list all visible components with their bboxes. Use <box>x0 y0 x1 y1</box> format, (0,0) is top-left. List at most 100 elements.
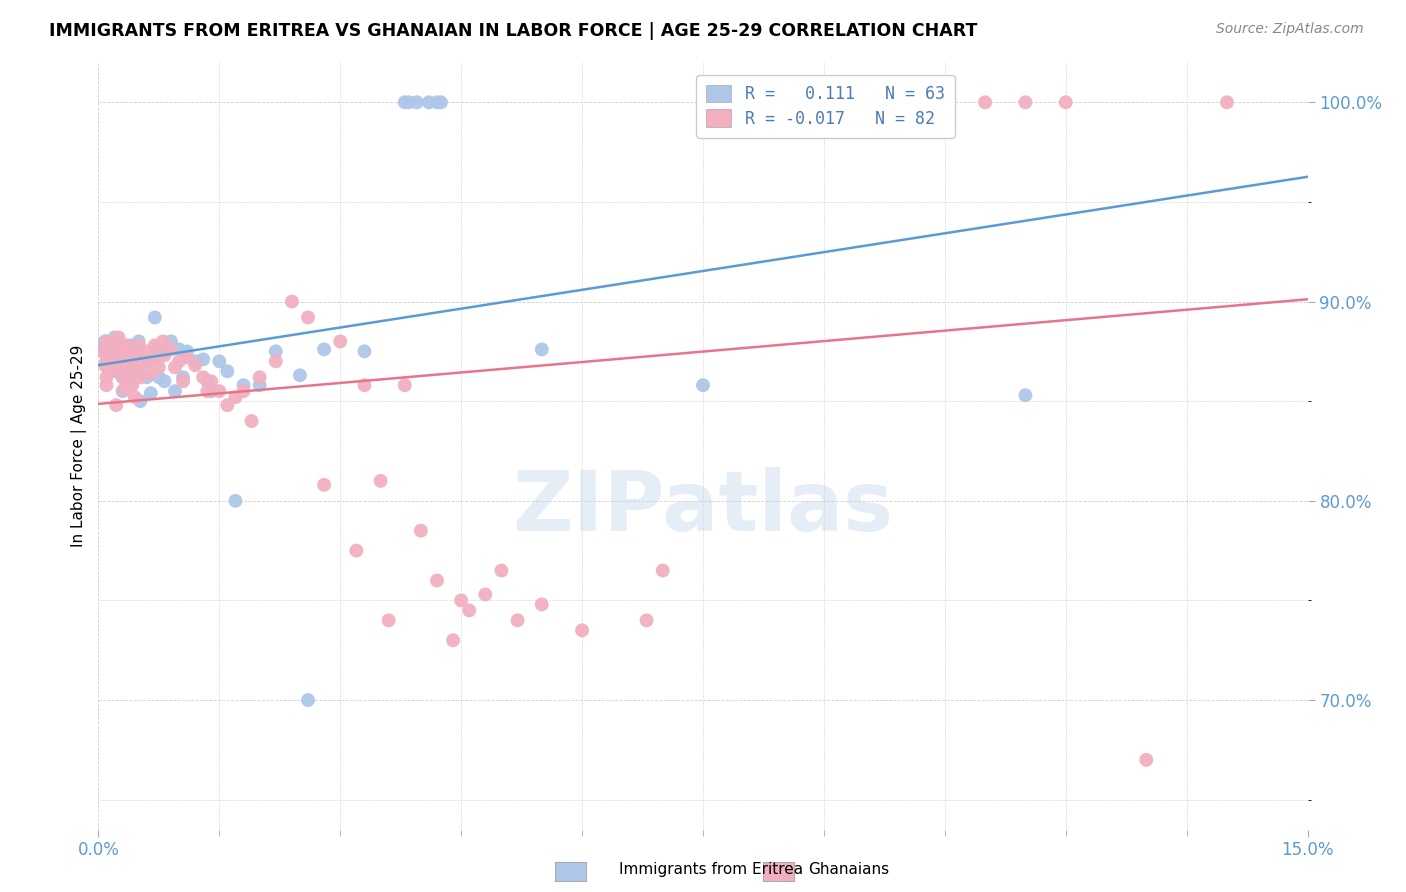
Point <box>111 370 134 384</box>
Point <box>96 378 118 392</box>
Point <box>208 384 231 399</box>
Point <box>426 95 449 110</box>
Point <box>232 384 254 399</box>
Point <box>111 351 134 365</box>
Point <box>163 384 186 399</box>
Point <box>160 334 183 349</box>
Point <box>232 378 254 392</box>
Point <box>120 338 142 352</box>
Point <box>200 374 222 388</box>
Point <box>148 370 170 384</box>
Point <box>297 310 319 325</box>
Point <box>96 344 118 359</box>
Point <box>249 378 271 392</box>
Point <box>172 370 194 384</box>
Text: IMMIGRANTS FROM ERITREA VS GHANAIAN IN LABOR FORCE | AGE 25-29 CORRELATION CHART: IMMIGRANTS FROM ERITREA VS GHANAIAN IN L… <box>49 22 977 40</box>
Point <box>143 310 166 325</box>
Point <box>96 359 118 373</box>
Point <box>288 368 311 383</box>
Point <box>314 478 336 492</box>
Point <box>184 354 207 368</box>
Point <box>167 354 190 368</box>
Point <box>853 95 876 110</box>
Point <box>430 95 453 110</box>
Point <box>176 344 198 359</box>
Point <box>128 338 150 352</box>
Point <box>100 364 122 378</box>
Point <box>353 344 375 359</box>
Point <box>112 359 135 373</box>
Point <box>172 374 194 388</box>
Point <box>297 693 319 707</box>
Point <box>636 613 658 627</box>
Point <box>124 343 146 357</box>
Point <box>120 366 142 380</box>
Point <box>418 95 440 110</box>
Point <box>692 95 714 110</box>
Point <box>112 382 135 396</box>
Point <box>1135 753 1157 767</box>
Point <box>91 343 114 357</box>
Point <box>124 390 146 404</box>
Point <box>145 343 167 357</box>
Point <box>135 370 157 384</box>
Point <box>264 344 287 359</box>
Point <box>314 343 336 357</box>
Point <box>163 360 186 375</box>
Text: Source: ZipAtlas.com: Source: ZipAtlas.com <box>1216 22 1364 37</box>
Point <box>152 334 174 349</box>
Point <box>91 344 114 359</box>
Point <box>217 364 239 378</box>
Point <box>105 398 128 412</box>
Point <box>571 624 593 638</box>
Point <box>394 95 416 110</box>
Point <box>409 524 432 538</box>
Point <box>128 354 150 368</box>
Point <box>103 354 125 368</box>
Point <box>195 374 218 388</box>
Point <box>135 354 157 368</box>
Point <box>1014 388 1036 402</box>
Point <box>139 366 162 380</box>
Point <box>111 384 134 399</box>
Point <box>692 378 714 392</box>
Point <box>103 330 125 344</box>
Point <box>111 354 134 368</box>
Point <box>103 338 125 352</box>
Point <box>111 338 134 352</box>
Point <box>813 95 835 110</box>
Point <box>100 364 122 378</box>
Point <box>240 414 263 428</box>
Point <box>167 343 190 357</box>
Point <box>111 338 134 352</box>
Point <box>115 338 138 352</box>
Point <box>135 344 157 359</box>
Text: Immigrants from Eritrea: Immigrants from Eritrea <box>619 863 803 877</box>
Point <box>398 95 420 110</box>
Point <box>103 344 125 359</box>
Point <box>143 338 166 352</box>
Point <box>394 378 416 392</box>
Point <box>153 348 176 362</box>
Point <box>441 633 464 648</box>
Point <box>208 354 231 368</box>
Point <box>530 343 553 357</box>
Point <box>377 613 399 627</box>
Point <box>111 360 134 375</box>
Point <box>107 348 129 362</box>
Point <box>115 344 138 359</box>
Point <box>224 390 246 404</box>
Point <box>491 564 513 578</box>
Point <box>96 354 118 368</box>
Point <box>97 351 120 365</box>
Point <box>129 370 152 384</box>
Point <box>474 587 496 601</box>
Point <box>974 95 997 110</box>
Point <box>139 386 162 401</box>
Point <box>128 334 150 349</box>
Point <box>651 564 673 578</box>
Point <box>184 359 207 373</box>
Point <box>128 348 150 362</box>
Point <box>121 378 143 392</box>
Point <box>506 613 529 627</box>
